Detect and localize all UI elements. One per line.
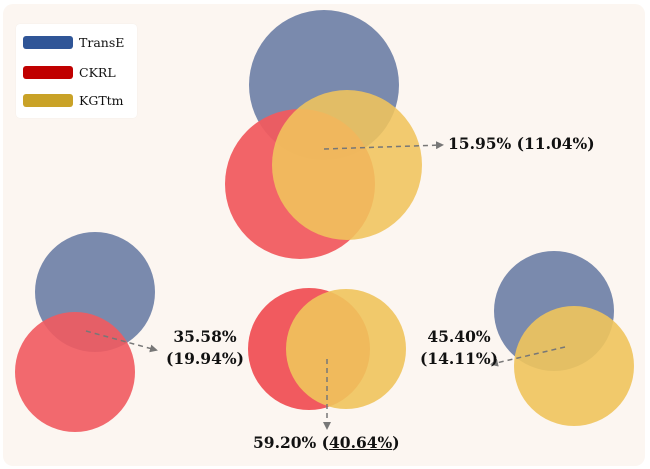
- kgttm-circle-right: [514, 306, 634, 426]
- legend: TransE CKRL KGTtm: [16, 24, 137, 118]
- kgttm-circle-top: [272, 90, 422, 240]
- legend-swatch-transe: [23, 35, 73, 49]
- overlap-middle-main: 59.20%: [253, 433, 317, 452]
- legend-swatch-ckrl: [23, 65, 73, 79]
- overlap-middle-paren-close: ): [392, 433, 400, 452]
- overlap-left-main: 35.58%: [173, 327, 237, 346]
- venn-transe-kgttm: [494, 251, 634, 426]
- overlap-middle-paren-open: (: [321, 433, 330, 452]
- legend-item-transe: TransE: [23, 34, 124, 50]
- arrow-top: [323, 141, 444, 150]
- legend-swatch-kgttm: [23, 93, 73, 107]
- arrow-right: [490, 346, 566, 367]
- legend-item-ckrl: CKRL: [23, 64, 116, 80]
- overlap-top-main: 15.95%: [448, 134, 512, 153]
- legend-label-ckrl: CKRL: [79, 64, 116, 80]
- arrow-left: [85, 330, 158, 353]
- overlap-label-top: 15.95% (11.04%): [448, 133, 595, 155]
- overlap-right-paren: (14.11%): [420, 349, 498, 368]
- legend-item-kgttm: KGTtm: [23, 92, 124, 108]
- venn-ckrl-kgttm: [248, 288, 406, 410]
- ckrl-circle-left: [15, 312, 135, 432]
- overlap-label-middle: 59.20% (40.64%): [253, 432, 400, 454]
- overlap-top-paren: (11.04%): [516, 134, 595, 153]
- legend-label-transe: TransE: [79, 34, 125, 50]
- overlap-right-main: 45.40%: [427, 327, 491, 346]
- overlap-middle-paren-value: 40.64%: [329, 433, 393, 452]
- kgttm-circle-middle: [286, 289, 406, 409]
- overlap-label-right: 45.40% (14.11%): [420, 326, 498, 370]
- overlap-label-left: 35.58% (19.94%): [166, 326, 244, 370]
- legend-label-kgttm: KGTtm: [79, 92, 124, 108]
- overlap-left-paren: (19.94%): [166, 349, 244, 368]
- venn-transe-ckrl: [15, 232, 155, 432]
- venn-top-three-sets: [225, 10, 422, 259]
